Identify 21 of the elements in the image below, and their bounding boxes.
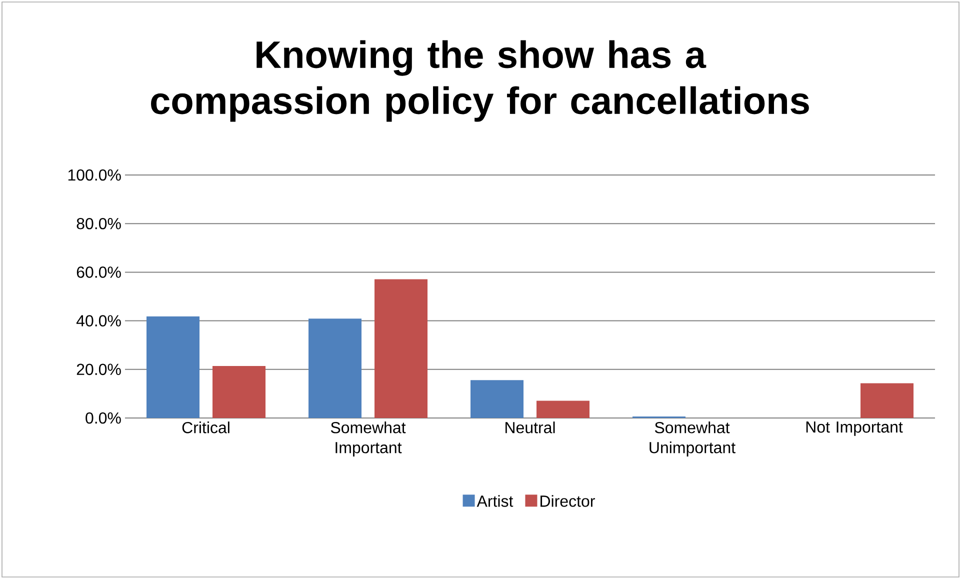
y-tick-label: 20.0% [76,364,121,376]
bar [146,316,200,418]
x-tick-label: Critical [182,422,230,434]
x-tick-label: Somewhat Important [330,422,406,456]
bar [860,383,914,418]
bar [374,279,428,418]
bar [212,366,266,418]
y-tick-label: 80.0% [76,218,121,230]
x-tick-label: Not Important [806,422,903,436]
y-tick-label: 40.0% [76,315,121,326]
x-tick-label: Somewhat Unimportant [650,422,736,456]
bar [536,400,590,418]
y-tick-label: 0.0% [86,412,121,424]
legend-label: Director [540,495,595,507]
chart-title: Knowing the show has a compassion policy for cancellations [151,40,809,122]
y-tick-label: 100.0% [68,169,121,181]
y-tick-label: 60.0% [76,266,121,278]
legend-label: Artist [476,495,514,507]
bar [308,318,362,418]
x-tick-label: Neutral [506,422,555,434]
bar [470,380,524,418]
